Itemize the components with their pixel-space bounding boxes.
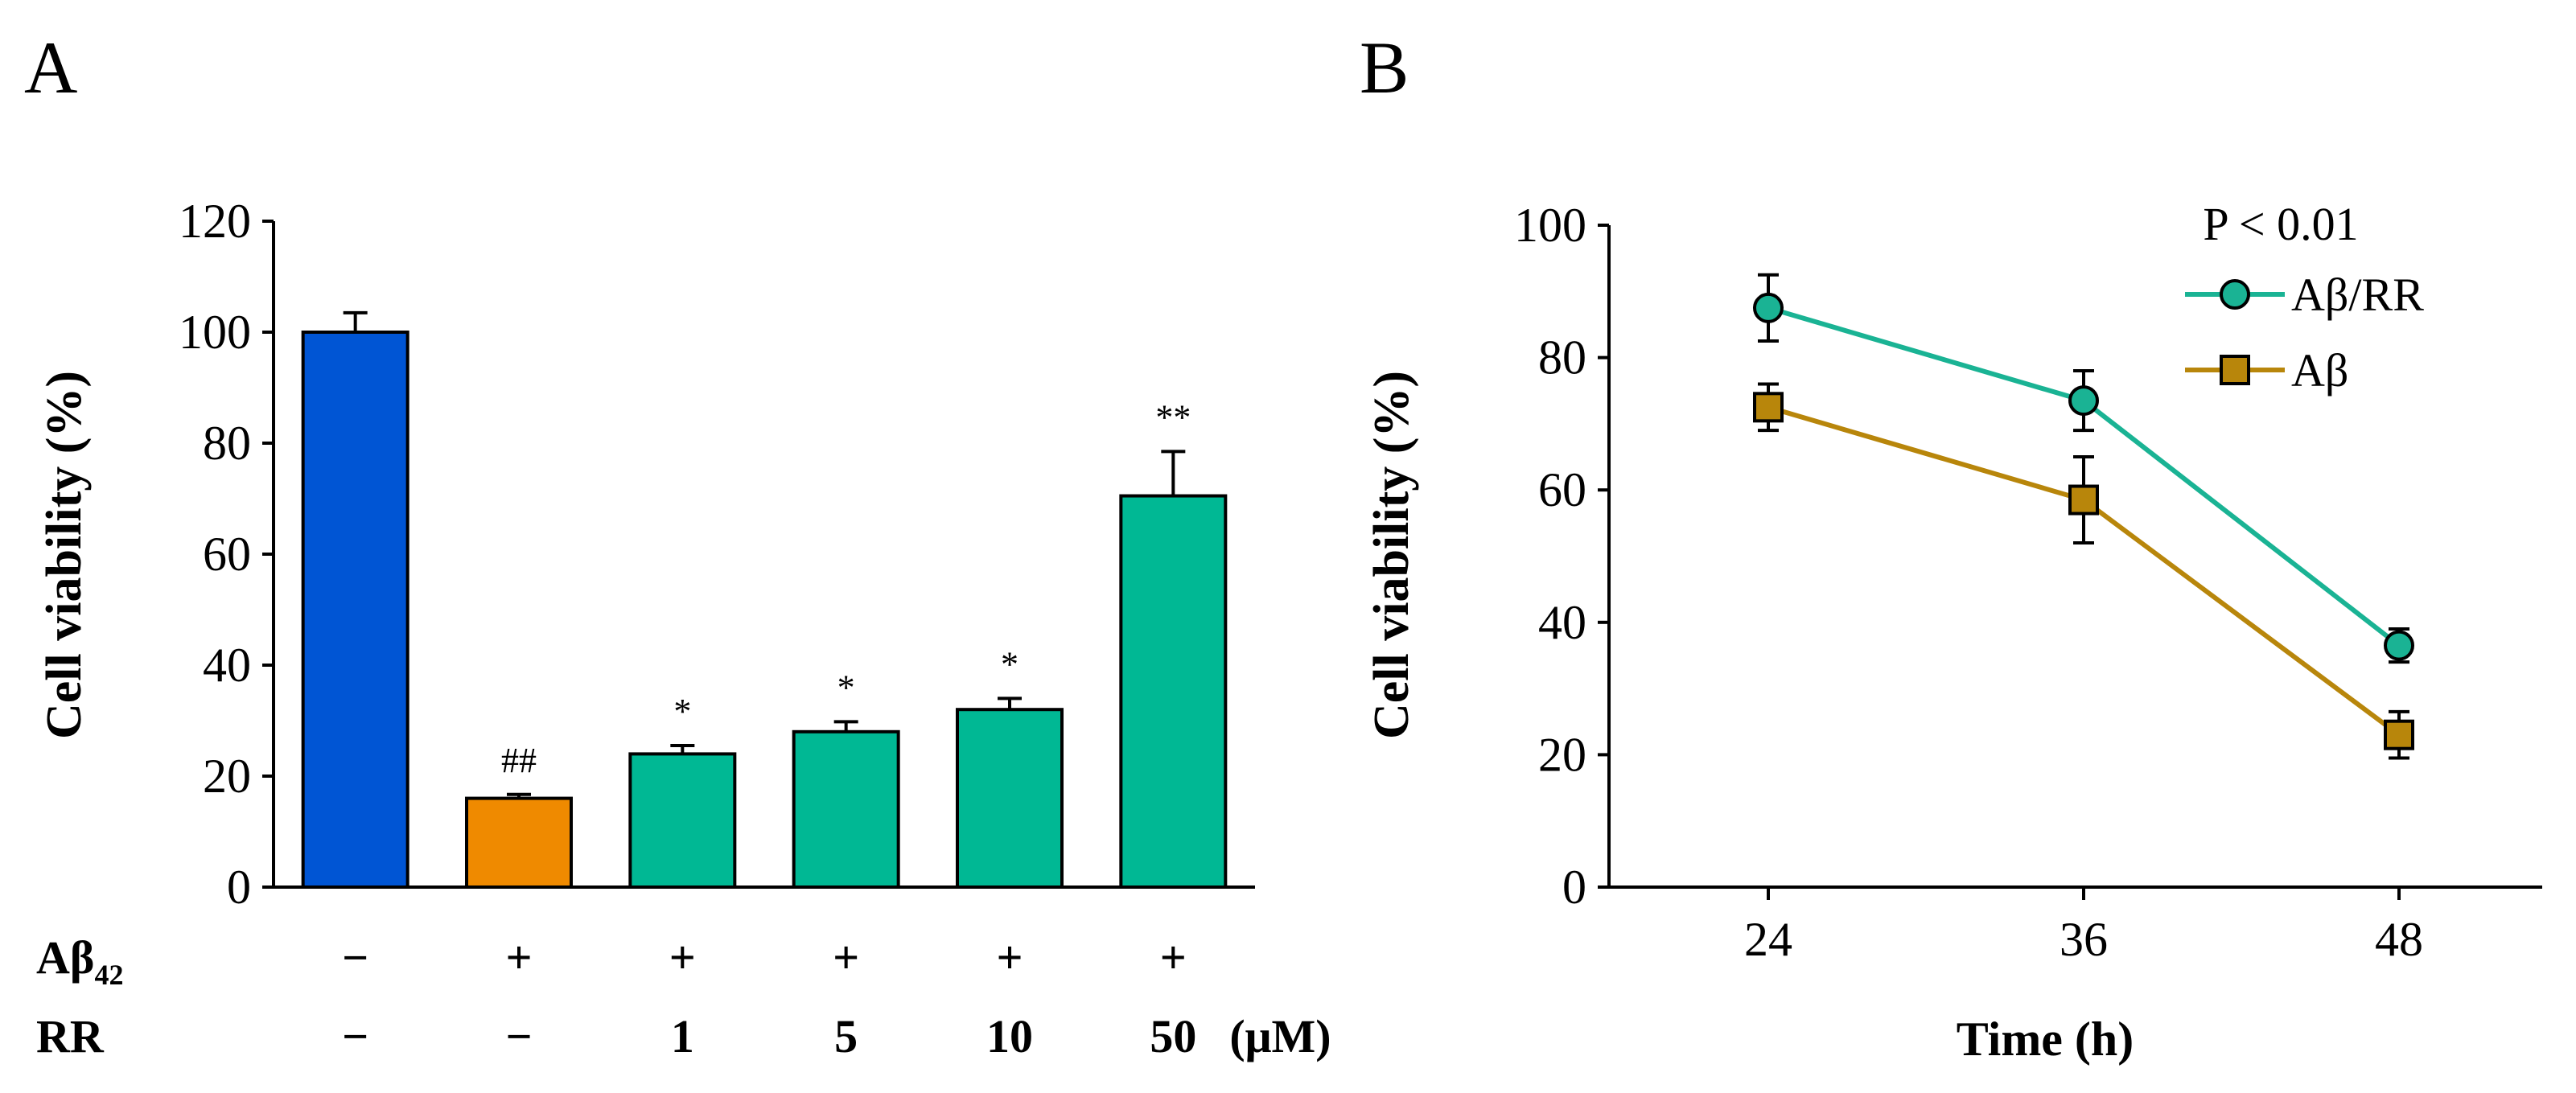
panel-b-legend-marker [2220,355,2250,385]
panel-b-point [2068,484,2099,516]
panel-a-row-value: + [833,931,859,984]
panel-a-significance-label: ** [1155,397,1191,437]
panel-b-x-axis-label: Time (h) [1957,1013,2134,1066]
panel-a-y-axis-label: Cell viability (%) [37,371,92,739]
panel-a-letter: A [24,27,77,109]
panel-b-y-axis-label: Cell viability (%) [1364,371,1419,739]
panel-a-bar [301,331,409,889]
panel-a-bar [956,708,1064,890]
panel-b-y-tick-label: 0 [1562,861,1586,914]
panel-a-row-value: + [1160,931,1187,984]
panel-b-x-tick-label: 24 [1744,913,1792,966]
panel-a-y-tick-label: 0 [227,861,251,914]
panel-a-y-tick-label: 20 [203,750,251,803]
panel-b-point [2384,630,2414,661]
panel-b-y-tick-label: 60 [1538,463,1586,516]
panel-b-point [2384,719,2414,750]
panel-a-row-value: 1 [671,1010,694,1062]
panel-a-y-tick-label: 80 [203,417,251,470]
panel-a-row-value: + [505,931,532,984]
panel-b-line-chart: Cell viability (%) Time (h) P < 0.01 0 20… [1364,198,2542,1066]
panel-b-point [1753,292,1784,323]
panel-a-significance-label: * [673,692,691,731]
panel-b-x-tick-label: 48 [2375,913,2423,966]
panel-a-row-value: − [505,1010,532,1062]
panel-a-y-tick-label: 120 [179,195,251,248]
panel-b-letter: B [1360,27,1409,109]
panel-a-y-tick-label: 40 [203,639,251,692]
panel-b-legend-label: Aβ [2291,344,2348,397]
panel-a-bar [628,752,737,890]
panel-b-significance: P < 0.01 [2203,198,2358,250]
panel-b-y-tick-label: 100 [1514,199,1586,252]
panel-a-row-label: RR [36,1010,105,1062]
panel-a-row-value: 5 [834,1010,858,1062]
panel-b-point [2068,385,2099,417]
panel-a-significance-label: * [1001,644,1018,684]
panel-a-bar-chart: Cell viability (%) 020406080100120##****… [36,195,1331,1062]
panel-a-row-value: + [996,931,1023,984]
panel-a-significance-label: ## [501,741,537,780]
panel-a-row-label-subscript: 42 [94,959,123,991]
panel-a-bar [1119,494,1228,889]
panel-a-row-unit: (μM) [1229,1010,1331,1062]
panel-a-row-value: 50 [1150,1010,1196,1062]
panel-a-y-tick-label: 60 [203,528,251,581]
panel-b-legend-marker [2220,279,2250,310]
panel-b-point [1753,392,1784,423]
panel-a-significance-label: * [837,668,855,707]
panel-a-y-tick-label: 100 [179,306,251,359]
panel-a-bar [465,796,573,889]
panel-b-legend-label: Aβ/RR [2291,269,2424,321]
panel-b-y-tick-label: 40 [1538,596,1586,649]
panel-a-row-value: − [342,931,368,984]
panel-a-row-label: Aβ42 [36,931,123,991]
panel-a-row-value: + [669,931,696,984]
panel-b-y-tick-label: 20 [1538,728,1586,781]
panel-b-y-tick-label: 80 [1538,331,1586,384]
panel-a-row-value: 10 [986,1010,1033,1062]
panel-a-bar [792,729,900,889]
panel-a-row-value: − [342,1010,368,1062]
panel-b-x-tick-label: 36 [2060,913,2108,966]
